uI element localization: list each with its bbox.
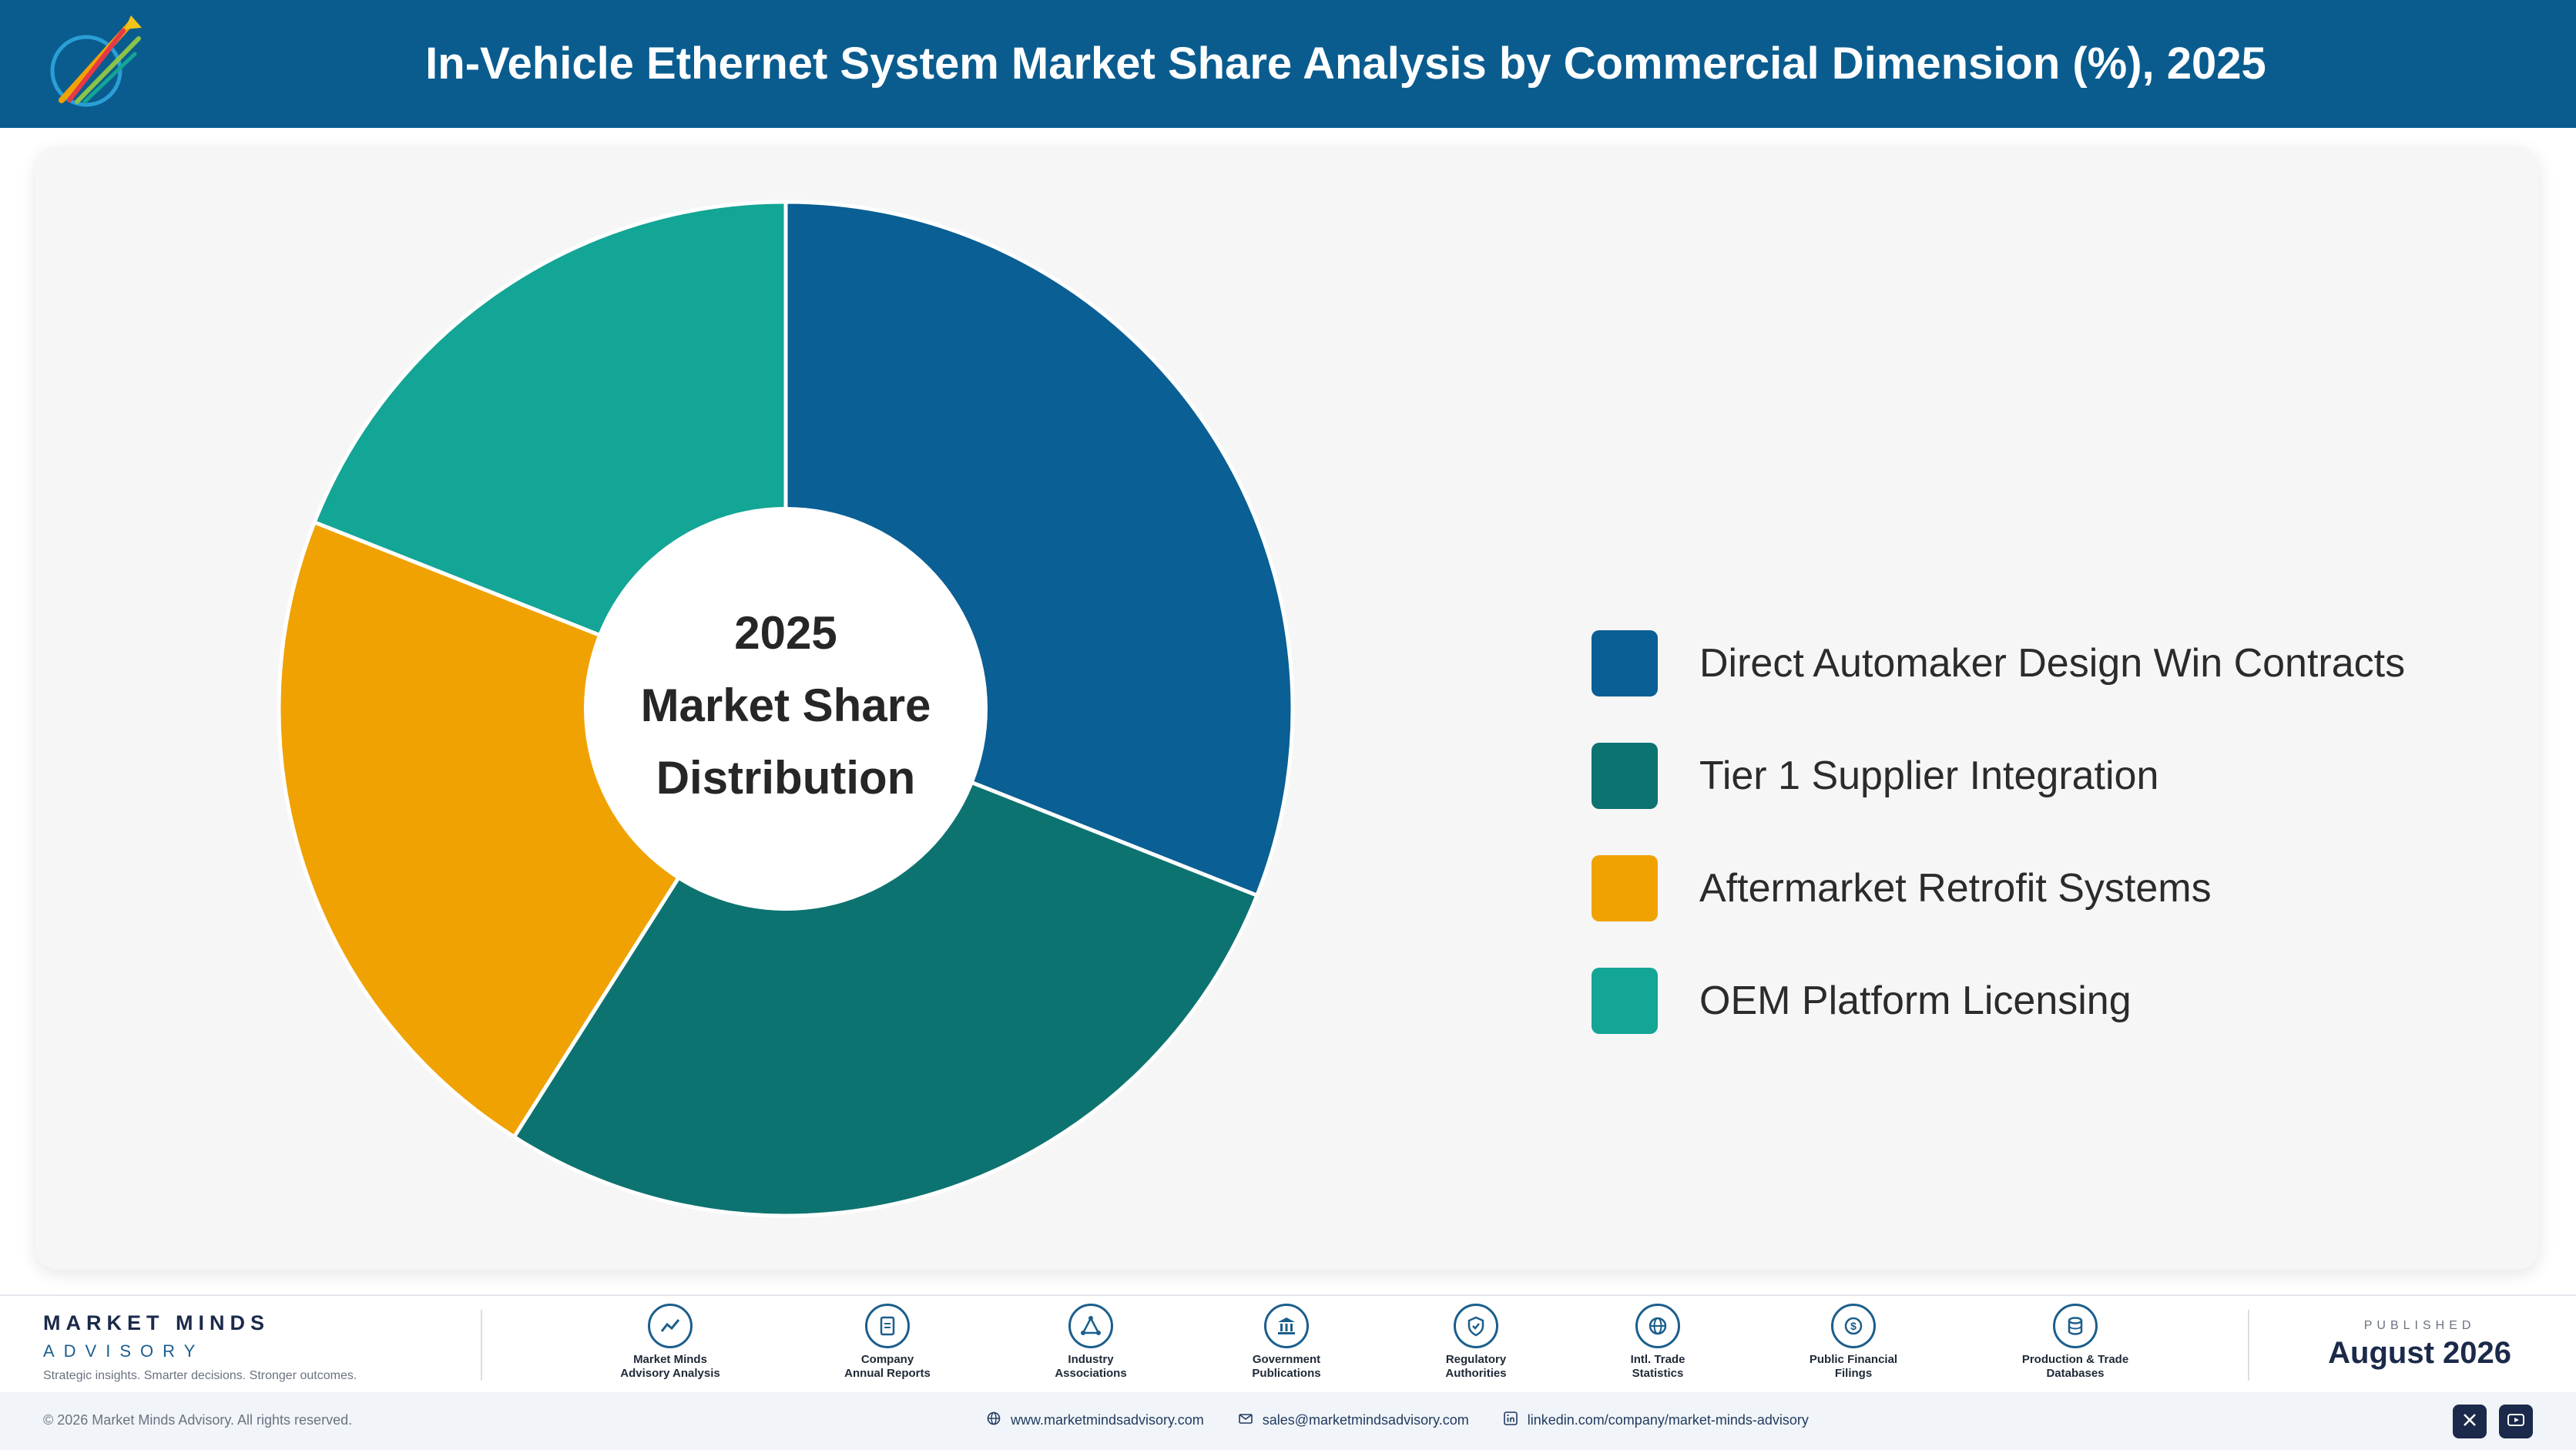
source-label: Company Annual Reports (844, 1353, 931, 1380)
legend-label: Aftermarket Retrofit Systems (1699, 866, 2212, 911)
legend-item[interactable]: Direct Automaker Design Win Contracts (1592, 586, 2516, 741)
source-label: Intl. Trade Statistics (1630, 1353, 1685, 1380)
donut-chart: 2025 Market Share Distribution (277, 200, 1295, 1218)
network-icon (1068, 1304, 1113, 1348)
source-label: Government Publications (1252, 1353, 1321, 1380)
source-label: Market Minds Advisory Analysis (620, 1353, 720, 1380)
donut-hole (584, 507, 988, 911)
bottom-bar: © 2026 Market Minds Advisory. All rights… (0, 1392, 2576, 1450)
center-label-line-2: Market Share (641, 680, 931, 731)
svg-text:$: $ (1850, 1320, 1857, 1332)
page-title: In-Vehicle Ethernet System Market Share … (425, 39, 2266, 89)
center-label-line-3: Distribution (656, 752, 916, 804)
copyright-text: © 2026 Market Minds Advisory. All rights… (43, 1412, 353, 1428)
email-link[interactable]: sales@marketmindsadvisory.com (1238, 1411, 1469, 1430)
footer-divider (481, 1310, 482, 1381)
footer-brand: MARKET MINDS ADVISORY Strategic insights… (43, 1311, 357, 1383)
linkedin-text: linkedin.com/company/market-minds-adviso… (1527, 1412, 1809, 1428)
chart-legend: Direct Automaker Design Win Contracts Ti… (1592, 586, 2516, 1079)
company-logo[interactable] (39, 8, 154, 122)
social-buttons (2453, 1405, 2533, 1438)
x-social-button[interactable] (2453, 1405, 2487, 1438)
shield-check-icon (1454, 1304, 1498, 1348)
center-label-line-1: 2025 (734, 607, 837, 659)
globe-icon (986, 1411, 1001, 1430)
source-item[interactable]: Market Minds Advisory Analysis (585, 1304, 755, 1381)
sources-list: Market Minds Advisory Analysis Company A… (585, 1304, 2188, 1388)
published-date: August 2026 (2328, 1336, 2511, 1370)
brand-name: MARKET MINDS (43, 1311, 270, 1334)
source-item[interactable]: Company Annual Reports (803, 1304, 972, 1381)
header-bar: In-Vehicle Ethernet System Market Share … (0, 0, 2576, 128)
website-link[interactable]: www.marketmindsadvisory.com (986, 1411, 1204, 1430)
legend-item[interactable]: Aftermarket Retrofit Systems (1592, 811, 2516, 966)
source-label: Industry Associations (1055, 1353, 1127, 1380)
email-text: sales@marketmindsadvisory.com (1262, 1412, 1469, 1428)
mail-icon (1238, 1411, 1253, 1430)
youtube-icon (2507, 1411, 2525, 1432)
legend-label: Direct Automaker Design Win Contracts (1699, 641, 2406, 686)
published-block: PUBLISHED August 2026 (2328, 1319, 2511, 1371)
source-item[interactable]: Government Publications (1202, 1304, 1371, 1381)
footer-divider (2248, 1310, 2249, 1381)
database-icon (2053, 1304, 2098, 1348)
legend-label: OEM Platform Licensing (1699, 978, 2132, 1023)
x-logo-icon (2461, 1411, 2478, 1432)
source-item[interactable]: Regulatory Authorities (1391, 1304, 1561, 1381)
legend-label: Tier 1 Supplier Integration (1699, 754, 2159, 798)
source-label: Regulatory Authorities (1445, 1353, 1507, 1380)
government-building-icon (1264, 1304, 1309, 1348)
chart-line-icon (648, 1304, 693, 1348)
linkedin-icon (1503, 1411, 1518, 1430)
legend-swatch (1592, 968, 1658, 1034)
legend-swatch (1592, 630, 1658, 696)
brand-tagline: Strategic insights. Smarter decisions. S… (43, 1369, 357, 1382)
youtube-social-button[interactable] (2499, 1405, 2533, 1438)
source-item[interactable]: Industry Associations (1006, 1304, 1176, 1381)
source-item[interactable]: Production & Trade Databases (1991, 1304, 2160, 1381)
brand-subtitle: ADVISORY (43, 1341, 205, 1361)
website-text: www.marketmindsadvisory.com (1011, 1412, 1204, 1428)
legend-swatch (1592, 743, 1658, 809)
source-label: Public Financial Filings (1809, 1353, 1898, 1380)
source-item[interactable]: $ Public Financial Filings (1769, 1304, 1938, 1381)
source-label: Production & Trade Databases (2021, 1353, 2129, 1380)
legend-swatch (1592, 855, 1658, 921)
source-item[interactable]: Intl. Trade Statistics (1573, 1304, 1742, 1381)
dollar-coin-icon: $ (1831, 1304, 1876, 1348)
document-icon (865, 1304, 910, 1348)
pie-slice[interactable] (511, 706, 1260, 1218)
chart-card: 2025 Market Share Distribution Direct Au… (35, 146, 2539, 1270)
legend-item[interactable]: Tier 1 Supplier Integration (1592, 698, 2516, 854)
published-label: PUBLISHED (2363, 1319, 2476, 1332)
globe-icon (1635, 1304, 1680, 1348)
linkedin-link[interactable]: linkedin.com/company/market-minds-adviso… (1503, 1411, 1809, 1430)
contact-links: www.marketmindsadvisory.com sales@market… (986, 1411, 1809, 1430)
legend-item[interactable]: OEM Platform Licensing (1592, 923, 2516, 1079)
